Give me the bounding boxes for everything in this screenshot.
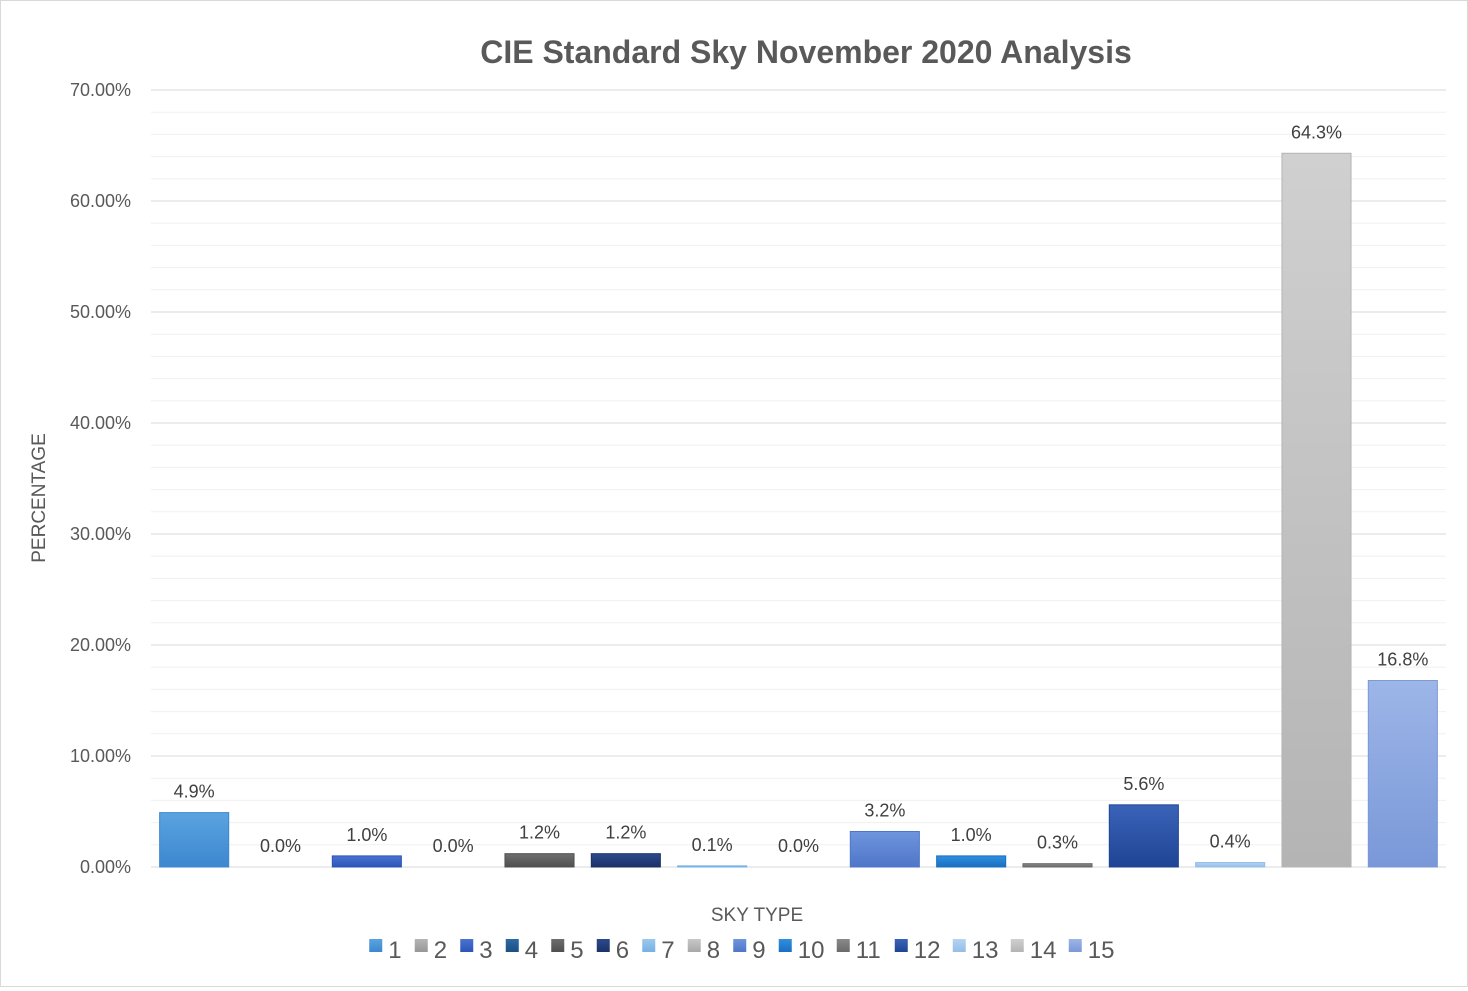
- legend-item-3: 3: [460, 937, 493, 964]
- legend-swatch: [1068, 939, 1082, 952]
- y-tick-label: 50.00%: [70, 302, 131, 322]
- legend-label: 15: [1088, 937, 1115, 964]
- data-label: 4.9%: [174, 782, 215, 802]
- legend-swatch: [778, 939, 792, 952]
- data-label: 0.0%: [778, 836, 819, 856]
- legend-item-8: 8: [687, 937, 720, 964]
- legend-label: 9: [752, 937, 765, 964]
- legend-item-10: 10: [778, 937, 825, 964]
- x-axis-label: SKY TYPE: [711, 905, 803, 926]
- legend-item-14: 14: [1010, 937, 1057, 964]
- bar-sky-type-10: [936, 855, 1007, 868]
- data-label: 0.0%: [260, 836, 301, 856]
- bar-sky-type-1: [159, 812, 230, 868]
- legend-label: 8: [707, 937, 720, 964]
- bar-sky-type-11: [1022, 863, 1093, 868]
- bar-sky-type-3: [331, 855, 402, 868]
- bar-sky-type-6: [590, 853, 661, 868]
- legend-swatch: [836, 939, 850, 952]
- legend-item-13: 13: [952, 937, 999, 964]
- legend-item-7: 7: [642, 937, 675, 964]
- y-tick-label: 60.00%: [70, 191, 131, 211]
- data-label: 1.2%: [605, 823, 646, 843]
- legend-label: 6: [616, 937, 629, 964]
- bar-sky-type-9: [849, 830, 920, 868]
- chart-title: CIE Standard Sky November 2020 Analysis: [480, 34, 1132, 70]
- legend-label: 14: [1030, 937, 1057, 964]
- y-tick-label: 40.00%: [70, 413, 131, 433]
- legend-swatch: [596, 939, 610, 952]
- data-label: 64.3%: [1291, 122, 1342, 142]
- bar-sky-type-7: [677, 865, 748, 868]
- legend-label: 13: [972, 937, 999, 964]
- legend-label: 5: [570, 937, 583, 964]
- y-tick-label: 20.00%: [70, 635, 131, 655]
- legend-label: 11: [856, 937, 881, 964]
- bar-sky-type-12: [1108, 804, 1179, 868]
- y-axis-label: PERCENTAGE: [29, 433, 50, 563]
- legend-swatch: [687, 939, 701, 952]
- data-label: 1.2%: [519, 823, 560, 843]
- data-label: 1.0%: [951, 825, 992, 845]
- y-tick-label: 10.00%: [70, 746, 131, 766]
- data-label: 16.8%: [1377, 650, 1428, 670]
- legend-item-1: 1: [369, 937, 402, 964]
- legend-swatch: [369, 939, 383, 952]
- y-tick-label: 30.00%: [70, 524, 131, 544]
- legend-swatch: [505, 939, 519, 952]
- data-label: 3.2%: [864, 800, 905, 820]
- legend-item-5: 5: [551, 937, 584, 964]
- legend-item-2: 2: [414, 937, 447, 964]
- legend-item-6: 6: [596, 937, 629, 964]
- legend-swatch: [460, 939, 474, 952]
- legend-item-11: 11: [836, 937, 881, 964]
- legend-label: 3: [479, 937, 492, 964]
- data-label: 0.1%: [692, 835, 733, 855]
- data-label: 0.0%: [433, 836, 474, 856]
- legend-label: 4: [525, 937, 538, 964]
- legend-swatch: [733, 939, 747, 952]
- legend-label: 1: [388, 937, 401, 964]
- legend-label: 7: [661, 937, 674, 964]
- legend-swatch: [551, 939, 565, 952]
- bar-sky-type-15: [1367, 680, 1438, 868]
- legend-swatch: [894, 939, 908, 952]
- bars: [159, 152, 1438, 868]
- y-tick-label: 70.00%: [70, 80, 131, 100]
- legend-item-15: 15: [1068, 937, 1115, 964]
- legend-swatch: [642, 939, 656, 952]
- legend: 1 2 3 4 5 6 7 8 9 10 11 12 13 14 15: [369, 937, 1114, 964]
- legend-label: 10: [798, 937, 825, 964]
- bar-sky-type-14: [1281, 152, 1352, 868]
- y-axis-tick-labels: 0.00% 10.00% 20.00% 30.00% 40.00% 50.00% 60.00…: [70, 80, 131, 877]
- legend-swatch: [414, 939, 428, 952]
- legend-item-4: 4: [505, 937, 538, 964]
- bar-sky-type-13: [1195, 862, 1266, 868]
- legend-swatch: [1010, 939, 1024, 952]
- data-label: 0.3%: [1037, 833, 1078, 853]
- y-tick-label: 0.00%: [80, 857, 131, 877]
- legend-label: 2: [434, 937, 447, 964]
- legend-swatch: [952, 939, 966, 952]
- major-gridlines: [151, 89, 1446, 868]
- minor-gridlines: [151, 111, 1446, 846]
- bar-sky-type-5: [504, 853, 575, 868]
- legend-item-12: 12: [894, 937, 941, 964]
- data-label: 1.0%: [346, 825, 387, 845]
- data-label: 0.4%: [1210, 832, 1251, 852]
- legend-item-9: 9: [733, 937, 766, 964]
- data-labels: 4.9% 0.0% 1.0% 0.0% 1.2% 1.2% 0.1% 0.0% 3.2% 1.0%…: [174, 122, 1429, 856]
- legend-label: 12: [914, 937, 941, 964]
- data-label: 5.6%: [1123, 774, 1164, 794]
